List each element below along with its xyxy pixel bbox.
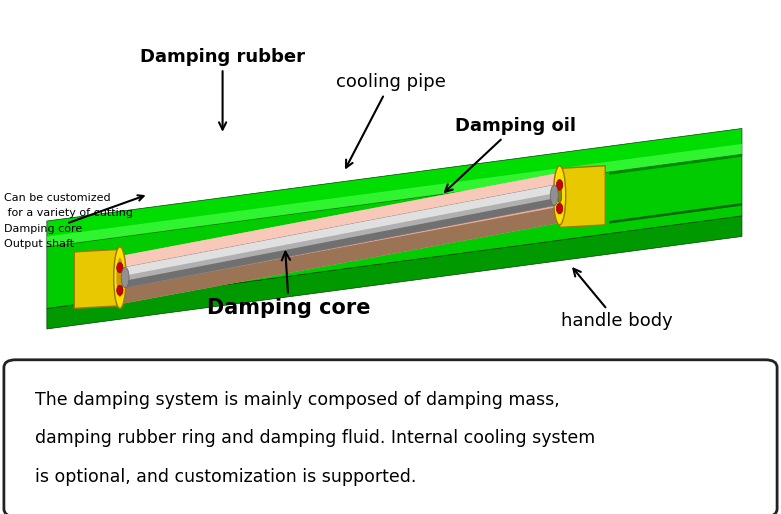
Polygon shape <box>47 128 742 247</box>
Polygon shape <box>125 185 555 288</box>
Polygon shape <box>609 154 742 175</box>
Text: The damping system is mainly composed of damping mass,: The damping system is mainly composed of… <box>35 391 560 409</box>
Ellipse shape <box>556 203 563 214</box>
Text: cooling pipe: cooling pipe <box>336 73 445 168</box>
Polygon shape <box>120 173 559 278</box>
Ellipse shape <box>554 166 565 225</box>
Polygon shape <box>125 198 555 288</box>
Text: handle body: handle body <box>561 269 673 331</box>
FancyBboxPatch shape <box>4 360 777 514</box>
Ellipse shape <box>114 247 126 308</box>
Polygon shape <box>47 144 742 247</box>
Ellipse shape <box>558 188 562 203</box>
Ellipse shape <box>551 185 558 206</box>
Text: Damping oil: Damping oil <box>445 117 576 192</box>
Text: Damping rubber: Damping rubber <box>140 47 305 130</box>
Text: is optional, and customization is supported.: is optional, and customization is suppor… <box>35 468 416 486</box>
Polygon shape <box>609 203 742 224</box>
Polygon shape <box>120 173 559 304</box>
Text: Can be customized: Can be customized <box>4 193 111 203</box>
Ellipse shape <box>116 285 123 296</box>
Ellipse shape <box>556 179 563 190</box>
Polygon shape <box>120 207 559 304</box>
Polygon shape <box>559 166 605 227</box>
Text: Output shaft: Output shaft <box>4 239 74 249</box>
Polygon shape <box>125 185 555 276</box>
Text: Damping core: Damping core <box>207 252 371 318</box>
Text: for a variety of cutting: for a variety of cutting <box>4 208 133 218</box>
Polygon shape <box>47 154 742 308</box>
Text: damping rubber ring and damping fluid. Internal cooling system: damping rubber ring and damping fluid. I… <box>35 429 595 447</box>
Text: Damping core: Damping core <box>4 224 82 234</box>
Polygon shape <box>74 249 120 308</box>
Ellipse shape <box>116 258 123 297</box>
Polygon shape <box>47 216 742 329</box>
Ellipse shape <box>116 263 123 273</box>
Ellipse shape <box>121 267 129 288</box>
